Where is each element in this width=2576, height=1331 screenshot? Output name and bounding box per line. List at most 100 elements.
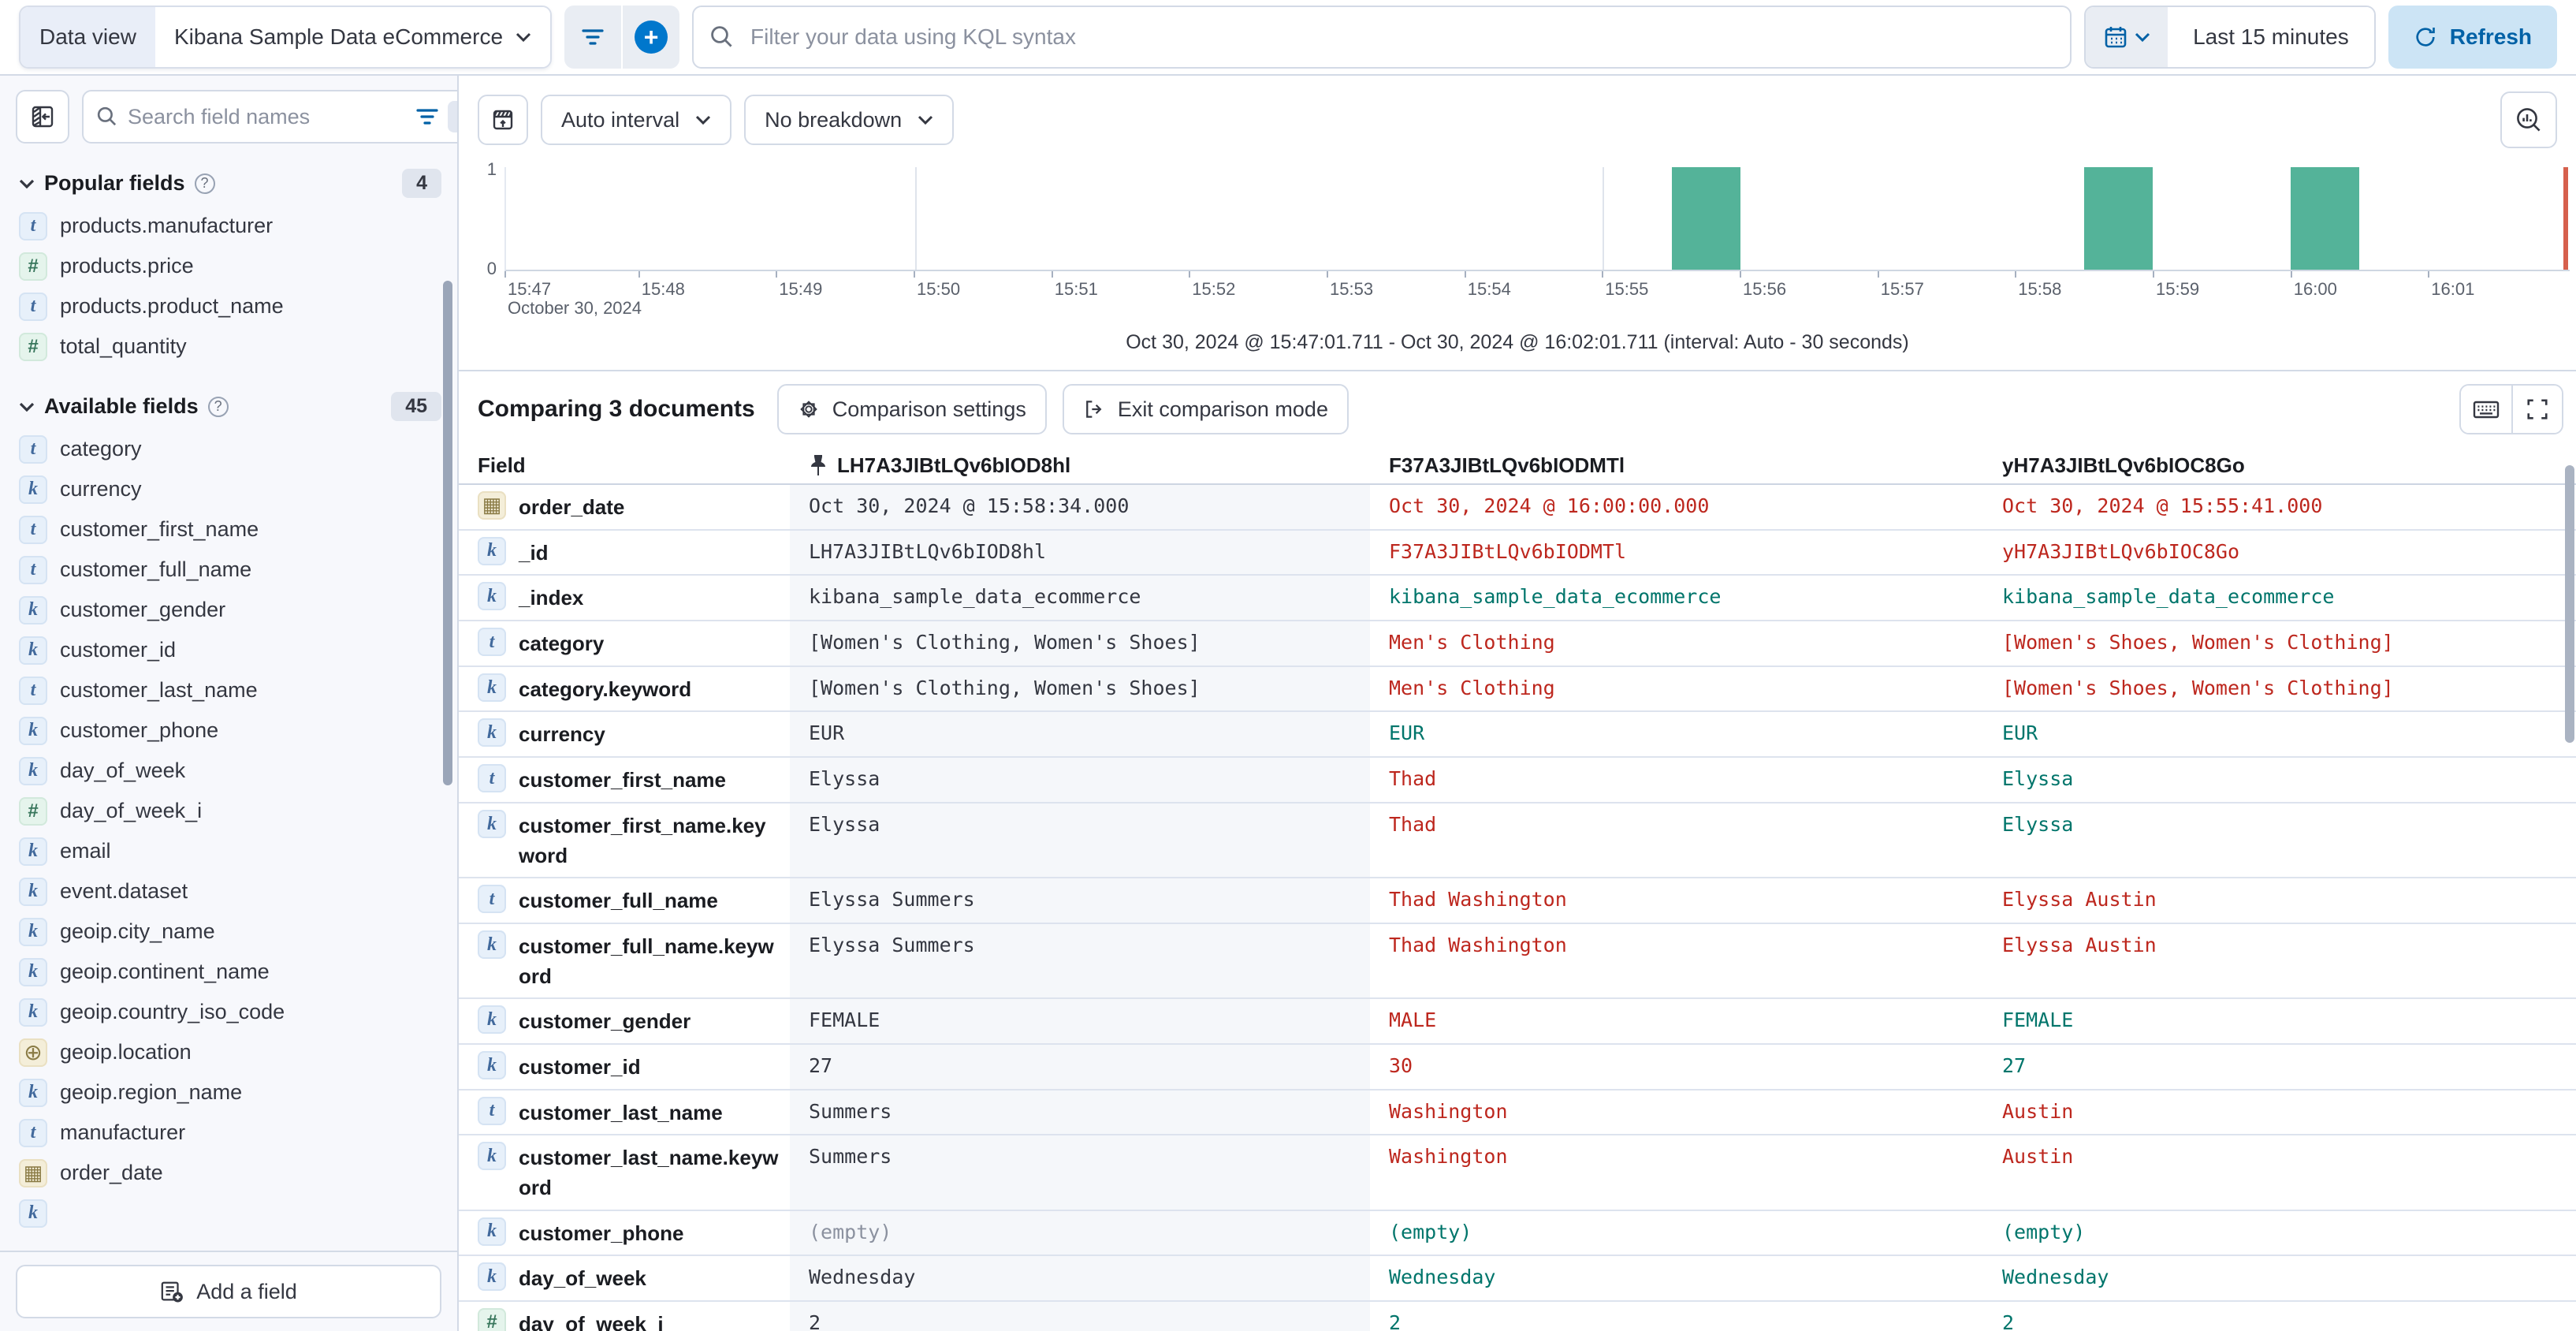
time-range-value[interactable]: Last 15 minutes (2168, 7, 2374, 67)
field-name: customer_last_name (519, 1100, 723, 1124)
kql-query-input[interactable] (692, 6, 2072, 69)
popular-fields-header[interactable]: Popular fields 4 (0, 153, 457, 206)
sidebar-field-item[interactable]: day_of_week (0, 751, 457, 791)
data-view-value[interactable]: Kibana Sample Data eCommerce (154, 7, 551, 67)
sidebar-field-item[interactable]: customer_phone (0, 710, 457, 751)
pinned-doc-value: [Women's Clothing, Women's Shoes] (790, 621, 1370, 666)
field-name: customer_id (60, 638, 177, 662)
tick-mark (1877, 271, 1879, 278)
sidebar-scrollbar[interactable] (443, 281, 452, 785)
doc-b-value: Men's Clothing (1389, 631, 1555, 654)
field-type-icon (19, 1158, 47, 1187)
fullscreen-button[interactable] (2511, 386, 2562, 433)
panel-collapse-icon (32, 106, 54, 128)
sidebar-field-item[interactable]: geoip.region_name (0, 1072, 457, 1113)
calendar-menu-button[interactable] (2086, 7, 2168, 67)
field-cell: category (459, 621, 790, 666)
doc-c-value: kibana_sample_data_ecommerce (2002, 585, 2335, 609)
doc-b-value: 30 (1389, 1053, 1413, 1077)
sidebar-field-item[interactable]: products.product_name (0, 286, 457, 326)
field-filter-icon[interactable] (416, 107, 438, 126)
field-name: email (60, 839, 111, 863)
collapse-sidebar-button[interactable] (16, 90, 69, 144)
sidebar-field-item[interactable]: order_date (0, 1153, 457, 1193)
table-scrollbar[interactable] (2565, 465, 2574, 743)
sidebar-field-item[interactable]: products.manufacturer (0, 206, 457, 246)
tick-label: 15:59 (2156, 279, 2200, 299)
field-type-icon (478, 930, 506, 959)
doc-c-value: Austin (2002, 1099, 2074, 1123)
doc-c-value: 2 (2002, 1311, 2015, 1331)
edit-visualization-button[interactable] (2500, 91, 2557, 148)
sidebar-field-item[interactable]: total_quantity (0, 326, 457, 367)
field-type-icon (19, 1199, 47, 1228)
keyboard-shortcuts-button[interactable] (2461, 386, 2511, 433)
sidebar-field-item[interactable]: manufacturer (0, 1113, 457, 1153)
exit-comparison-button[interactable]: Exit comparison mode (1062, 384, 1349, 434)
chevron-down-icon (696, 115, 711, 125)
field-column-header: Field (478, 453, 526, 477)
sidebar-field-item[interactable]: currency (0, 469, 457, 509)
field-name: customer_id (519, 1054, 641, 1079)
tick-mark (1464, 271, 1466, 278)
interval-dropdown[interactable]: Auto interval (541, 95, 732, 145)
filter-icon (582, 29, 604, 45)
sidebar-field-item[interactable]: geoip.city_name (0, 912, 457, 952)
field-cell: customer_first_name.keyword (459, 803, 790, 877)
sidebar-field-item[interactable]: email (0, 831, 457, 871)
add-field-button[interactable]: Add a field (16, 1265, 441, 1318)
sidebar-field-item[interactable]: customer_id (0, 630, 457, 670)
doc-c-value: yH7A3JIBtLQv6bIOC8Go (2002, 539, 2240, 563)
comparison-table-row: customer_gender FEMALE MALE FEMALE (459, 999, 2576, 1045)
comparison-table-row: category.keyword [Women's Clothing, Wome… (459, 666, 2576, 713)
available-fields-header[interactable]: Available fields 45 (0, 376, 457, 429)
doc-b-value: 2 (1389, 1311, 1402, 1331)
pinned-doc-value: [Women's Clothing, Women's Shoes] (790, 666, 1370, 711)
tick-label: 15:47 (508, 279, 552, 299)
help-icon (194, 173, 215, 194)
field-name: products.price (60, 254, 194, 278)
field-type-icon (478, 1096, 506, 1125)
sidebar-field-item[interactable]: geoip.location (0, 1032, 457, 1072)
add-filter-button[interactable]: + (623, 6, 679, 69)
tick-mark (1740, 271, 1742, 278)
refresh-button[interactable]: Refresh (2388, 6, 2557, 69)
field-type-icon (478, 1308, 506, 1331)
sidebar-field-item[interactable]: day_of_week_i (0, 791, 457, 831)
hide-chart-button[interactable] (478, 95, 528, 145)
current-time-marker (2563, 167, 2568, 270)
sidebar-field-item[interactable] (0, 1193, 457, 1233)
data-view-picker[interactable]: Data view Kibana Sample Data eCommerce (19, 6, 553, 69)
sidebar-field-item[interactable]: category (0, 429, 457, 469)
histogram-plot-area[interactable] (504, 167, 2570, 271)
comparison-table-row: day_of_week_i 2 2 2 (459, 1302, 2576, 1331)
sidebar-field-item[interactable]: customer_gender (0, 590, 457, 630)
sidebar-field-item[interactable]: customer_full_name (0, 550, 457, 590)
comparison-title: Comparing 3 documents (478, 396, 755, 422)
sidebar-field-item[interactable]: geoip.continent_name (0, 952, 457, 992)
filter-list-button[interactable] (564, 6, 621, 69)
field-search-input[interactable] (128, 104, 407, 129)
sidebar-field-item[interactable]: customer_first_name (0, 509, 457, 550)
field-cell: _id (459, 531, 790, 575)
field-type-icon (478, 718, 506, 748)
chevron-down-icon (2135, 32, 2150, 42)
comparison-settings-button[interactable]: Comparison settings (776, 384, 1047, 434)
field-type-icon (478, 809, 506, 838)
sidebar-field-item[interactable]: geoip.country_iso_code (0, 992, 457, 1032)
field-name: day_of_week_i (60, 799, 203, 822)
sidebar-field-item[interactable]: products.price (0, 246, 457, 286)
field-cell: customer_gender (459, 999, 790, 1043)
field-name: order_date (60, 1161, 163, 1184)
tick-mark (2428, 271, 2430, 278)
doc-c-value: EUR (2002, 721, 2038, 745)
field-type-icon (478, 628, 506, 657)
sidebar-field-item[interactable]: customer_last_name (0, 670, 457, 710)
sidebar-field-item[interactable]: event.dataset (0, 871, 457, 912)
breakdown-dropdown[interactable]: No breakdown (744, 95, 955, 145)
field-type-icon (19, 252, 47, 281)
help-icon (207, 396, 229, 417)
field-name: category.keyword (519, 677, 692, 701)
field-name: total_quantity (60, 334, 187, 358)
